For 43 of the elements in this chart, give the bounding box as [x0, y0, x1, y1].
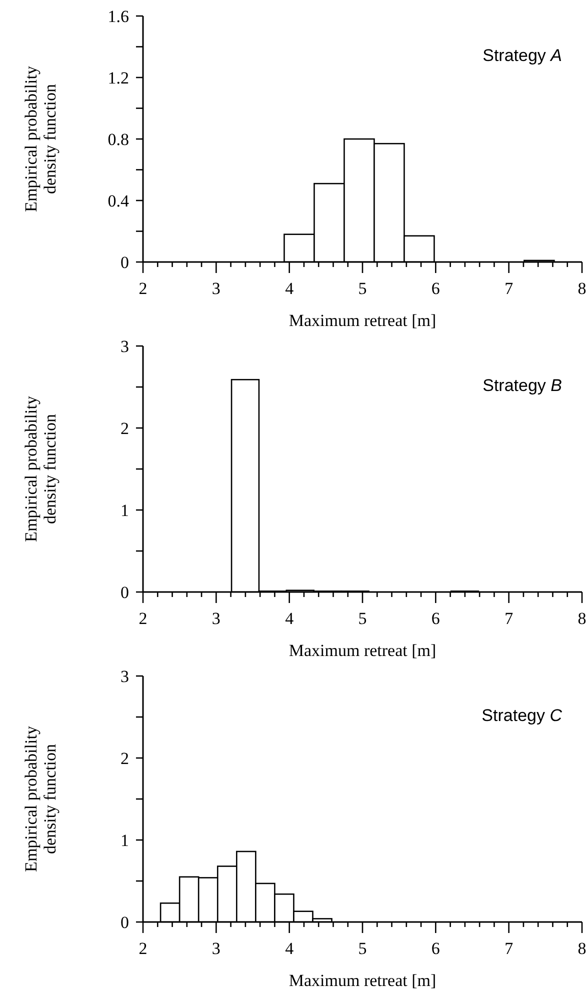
y-tick-label: 1.2 — [108, 68, 129, 88]
y-tick-label: 1.6 — [108, 7, 129, 26]
y-axis-title: Empirical probability density function — [22, 726, 60, 872]
y-tick-label: 0.8 — [108, 130, 129, 149]
y-tick-label: 0.4 — [108, 192, 130, 210]
x-tick-label: 6 — [431, 939, 440, 958]
x-tick-label: 4 — [285, 279, 294, 298]
x-axis-title: Maximum retreat [m] — [288, 971, 436, 990]
x-tick-label: 7 — [504, 279, 514, 298]
annotation: Strategy B — [482, 376, 562, 395]
x-tick-label: 7 — [504, 609, 514, 628]
x-tick-label: 3 — [212, 609, 220, 628]
y-axis-title: Empirical probability density function — [22, 66, 60, 212]
x-tick-label: 2 — [138, 939, 148, 958]
x-tick-label: 5 — [358, 939, 367, 958]
x-tick-label: 2 — [138, 279, 148, 298]
x-tick-label: 5 — [358, 279, 367, 298]
annotation: Strategy A — [482, 46, 562, 65]
x-axis-title: Maximum retreat [m] — [288, 641, 436, 660]
x-tick-label: 8 — [578, 939, 586, 958]
x-tick-label: 3 — [212, 939, 220, 958]
y-tick-label: 3 — [120, 667, 129, 686]
x-tick-label: 4 — [285, 939, 294, 958]
x-tick-label: 6 — [431, 609, 440, 628]
x-tick-label: 4 — [285, 609, 294, 628]
y-tick-label: 3 — [120, 337, 129, 356]
y-tick-label: 0 — [120, 913, 129, 932]
y-tick-label: 2 — [120, 749, 129, 768]
x-tick-label: 2 — [138, 609, 148, 628]
y-tick-label: 1 — [120, 831, 129, 850]
x-tick-label: 7 — [504, 939, 514, 958]
y-tick-label: 1 — [120, 501, 129, 520]
x-tick-label: 5 — [358, 609, 367, 628]
y-tick-label: 0 — [120, 583, 129, 602]
x-tick-label: 3 — [212, 279, 220, 298]
y-axis-title: Empirical probability density function — [22, 396, 60, 542]
annotation: Strategy C — [482, 706, 563, 725]
x-tick-label: 6 — [431, 279, 440, 298]
x-axis-title: Maximum retreat [m] — [288, 311, 436, 330]
x-tick-label: 8 — [578, 279, 586, 298]
y-tick-label: 0 — [120, 253, 129, 272]
x-tick-label: 8 — [578, 609, 586, 628]
y-tick-label: 2 — [120, 419, 129, 438]
